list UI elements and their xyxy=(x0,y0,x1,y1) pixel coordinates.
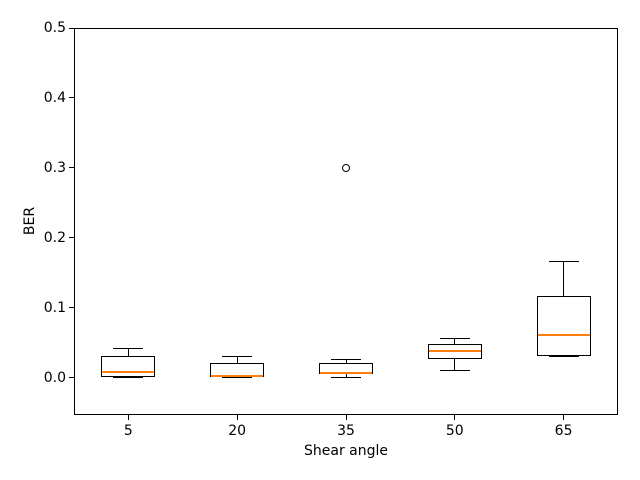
x-tick xyxy=(236,415,238,420)
x-tick-label: 65 xyxy=(554,423,573,439)
y-tick-label: 0.3 xyxy=(43,159,66,176)
y-tick xyxy=(69,97,74,99)
x-tick xyxy=(345,415,347,420)
y-tick xyxy=(69,27,74,29)
y-tick-label: 0.4 xyxy=(43,89,66,106)
y-tick xyxy=(69,167,74,169)
x-tick xyxy=(563,415,565,420)
upper-whisker-stem xyxy=(454,338,456,345)
lower-whisker-cap xyxy=(439,369,470,371)
upper-whisker-stem xyxy=(236,356,238,364)
x-tick-label: 35 xyxy=(337,423,355,439)
x-tick-label: 5 xyxy=(123,423,133,439)
x-axis-label: Shear angle xyxy=(304,443,388,459)
x-tick-label: 20 xyxy=(228,423,247,439)
y-tick xyxy=(69,377,74,379)
y-tick xyxy=(69,237,74,239)
median-line xyxy=(320,372,372,374)
x-tick-label: 50 xyxy=(445,423,464,439)
median-line xyxy=(428,350,481,353)
plot-frame xyxy=(74,28,618,415)
y-tick-label: 0.1 xyxy=(43,299,66,316)
lower-whisker-cap xyxy=(222,377,253,379)
box-rect xyxy=(536,296,591,357)
outlier-marker xyxy=(342,163,350,172)
upper-whisker-cap xyxy=(331,359,361,361)
upper-whisker-stem xyxy=(563,261,565,297)
lower-whisker-stem xyxy=(345,374,347,378)
y-tick-label: 0.5 xyxy=(43,20,66,36)
upper-whisker-stem xyxy=(345,359,347,364)
lower-whisker-cap xyxy=(113,377,144,379)
upper-whisker-cap xyxy=(439,337,470,339)
upper-whisker-cap xyxy=(548,260,579,262)
median-line xyxy=(211,374,264,377)
lower-whisker-stem xyxy=(454,359,456,371)
upper-whisker-cap xyxy=(113,348,144,350)
lower-whisker-cap xyxy=(331,377,361,379)
box-rect xyxy=(101,356,156,378)
y-tick-label: 0.2 xyxy=(43,229,66,246)
upper-whisker-cap xyxy=(222,356,253,358)
x-tick xyxy=(127,415,129,420)
box-rect xyxy=(427,344,482,359)
median-line xyxy=(102,371,155,374)
median-line xyxy=(537,334,590,337)
x-tick xyxy=(454,415,456,420)
lower-whisker-cap xyxy=(548,356,579,358)
y-tick-label: 0.0 xyxy=(43,369,66,386)
upper-whisker-stem xyxy=(127,348,129,357)
y-tick xyxy=(69,307,74,309)
